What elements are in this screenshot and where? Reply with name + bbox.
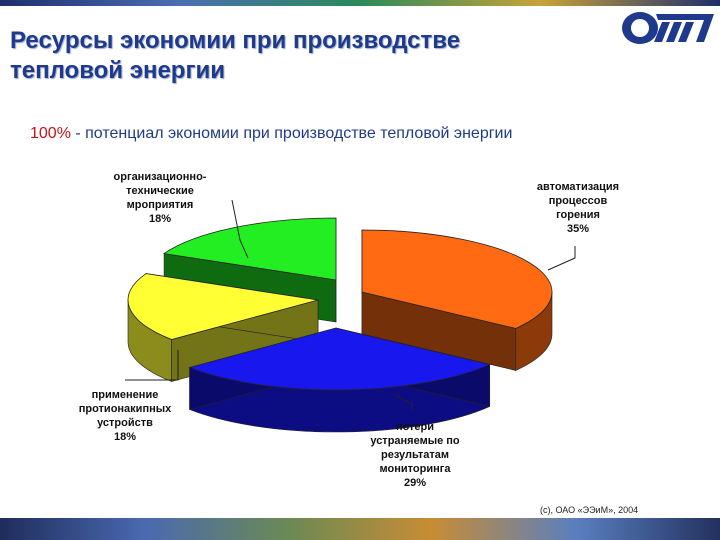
slice-label: потери устраняемые по результатам мониторин… (370, 421, 460, 489)
pie-slice (361, 229, 553, 329)
slice-label: применение протионакипных устройств 18% (79, 389, 172, 443)
label-leader-line (125, 350, 179, 381)
pie-slice (163, 217, 337, 281)
pie-slice (127, 273, 319, 340)
label-leader-line (394, 394, 413, 410)
label-leader-line (547, 246, 576, 271)
label-leader-line (231, 199, 249, 259)
pie-slice (188, 327, 491, 391)
subtitle-percent: 100% (30, 125, 71, 142)
chart-subtitle: 100% - потенциал экономии при производст… (30, 125, 512, 143)
page-title: Ресурсы экономии при производстве теплов… (10, 27, 461, 84)
slice-label: организационно-технические мроприятия 18% (114, 171, 207, 225)
slice-label: автоматизация процессов горения 35% (537, 181, 619, 235)
top-decor-bar (0, 0, 720, 6)
copyright-text: (с), ОАО «ЭЭиМ», 2004 (540, 505, 639, 515)
subtitle-text: - потенциал экономии при производстве те… (70, 125, 513, 142)
bottom-decor-bar (0, 518, 720, 540)
company-logo-icon (622, 12, 714, 44)
